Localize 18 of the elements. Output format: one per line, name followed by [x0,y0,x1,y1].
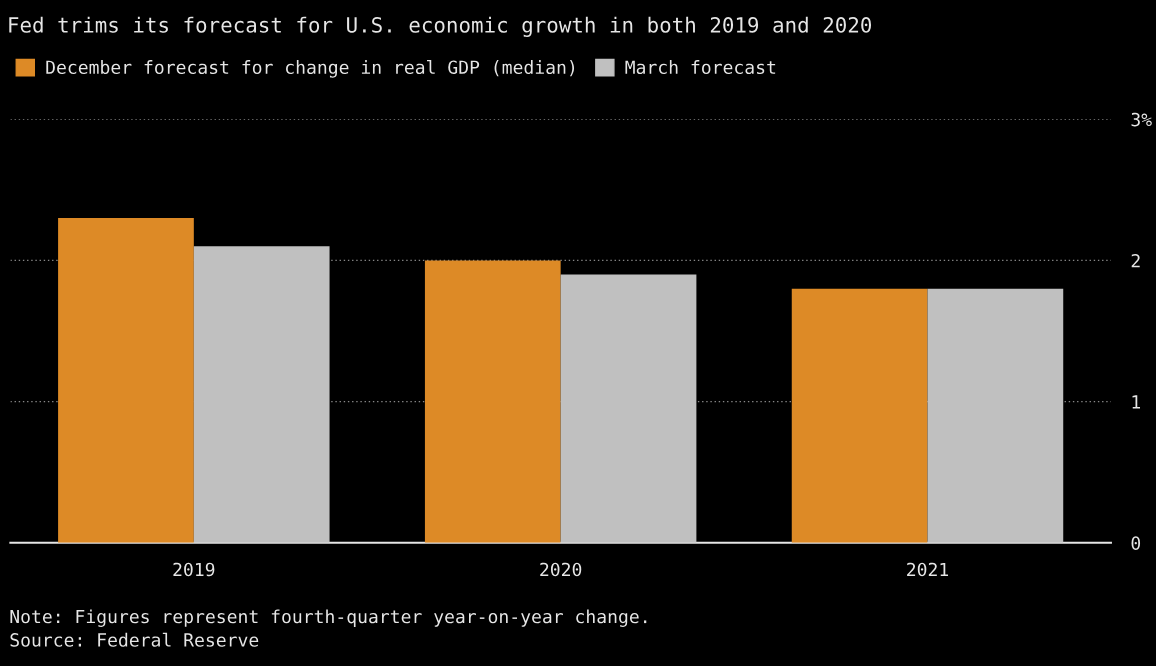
text: Note: Figures represent fourth-quarter year-on-year change. [10,609,647,627]
x-tick-label: 2020 [540,562,582,577]
y-tick-label: 2 [1131,253,1140,268]
x-tick-label: 2021 [907,562,949,577]
chart-title: Fed trims its forecast for U.S. economic growth in both 2019 and 2020 [9,16,872,37]
bar [791,288,928,543]
bar [927,288,1064,543]
bar [424,260,561,543]
y-tick-label: 1 [1132,395,1141,409]
bar [560,274,697,543]
bar [193,246,330,543]
bar [58,218,194,543]
x-tick-label: 2019 [173,562,215,577]
y-tick-label: 0 [1131,536,1141,550]
y-tick-label: 3% [1131,112,1152,127]
source-note: Source: Federal Reserve [10,632,259,647]
legend-label: March forecast [625,60,776,75]
legend-label: December forecast for change in real GDP (median) [46,59,575,78]
